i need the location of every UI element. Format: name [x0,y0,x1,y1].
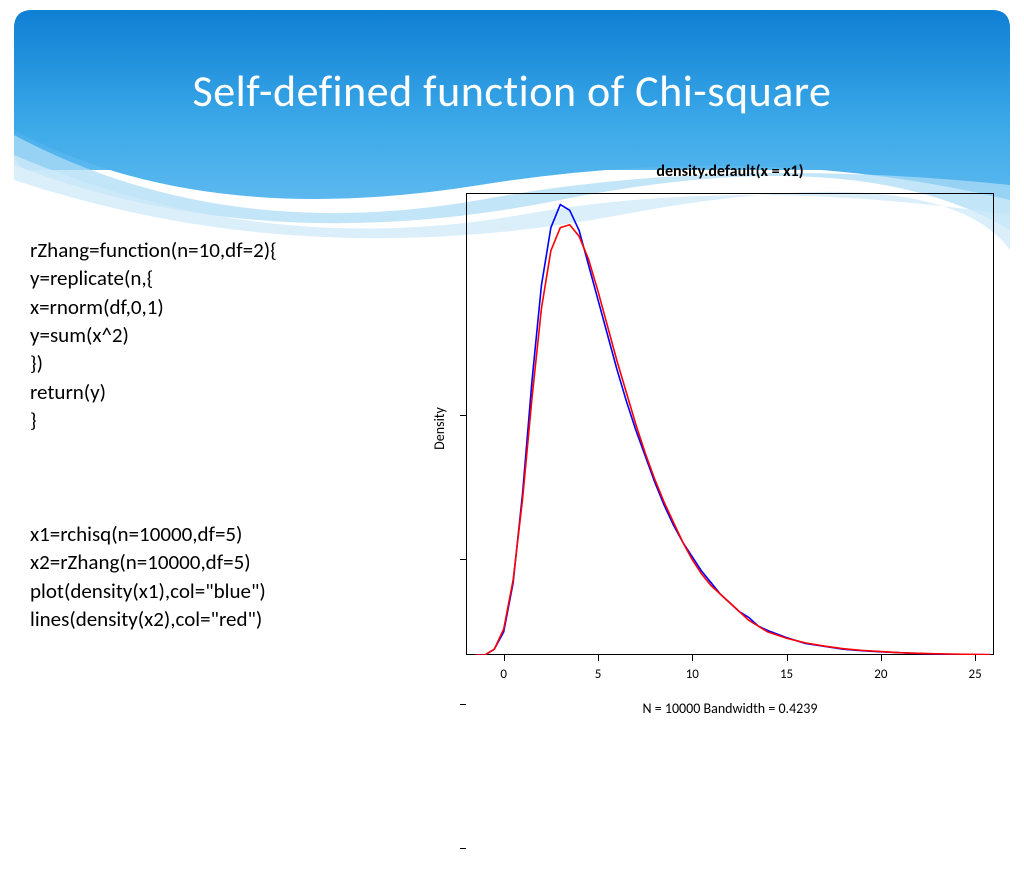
x-tick-label: 5 [595,667,602,682]
y-tick-mark [460,848,466,849]
chart-lines-svg [466,193,994,655]
x-tick-mark [975,655,976,661]
x-tick-mark [598,655,599,661]
slide-title: Self-defined function of Chi-square [0,64,1024,118]
y-tick-mark [460,415,466,416]
x-tick-label: 10 [686,667,699,682]
chart-x-caption: N = 10000 Bandwidth = 0.4239 [466,700,994,717]
x-tick-mark [881,655,882,661]
x-tick-mark [787,655,788,661]
chart-title: density.default(x = x1) [460,162,1000,181]
x-tick-label: 15 [780,667,793,682]
x-tick-label: 25 [969,667,982,682]
y-tick-mark [460,559,466,560]
chart-y-ticks: 0.000.050.100.15 [0,193,466,655]
x-tick-label: 20 [874,667,887,682]
x-tick-mark [504,655,505,661]
x-tick-mark [692,655,693,661]
x-tick-label: 0 [500,667,507,682]
